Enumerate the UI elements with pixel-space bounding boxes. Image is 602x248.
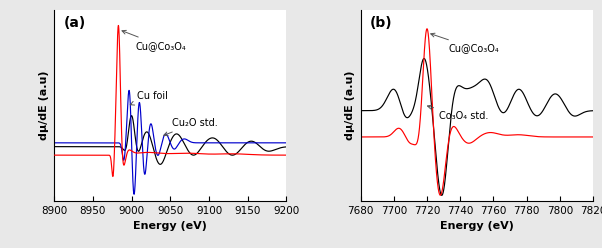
Y-axis label: dμ/dE (a.u): dμ/dE (a.u) — [345, 71, 355, 140]
Text: (b): (b) — [370, 16, 393, 30]
Text: Cu foil: Cu foil — [130, 91, 168, 105]
Y-axis label: dμ/dE (a.u): dμ/dE (a.u) — [39, 71, 49, 140]
Text: (a): (a) — [63, 16, 85, 30]
Text: Cu@Co₃O₄: Cu@Co₃O₄ — [431, 33, 500, 53]
X-axis label: Energy (eV): Energy (eV) — [134, 221, 207, 231]
Text: Cu@Co₃O₄: Cu@Co₃O₄ — [122, 30, 186, 51]
Text: Cu₂O std.: Cu₂O std. — [164, 118, 217, 136]
Text: Co₃O₄ std.: Co₃O₄ std. — [427, 105, 488, 121]
X-axis label: Energy (eV): Energy (eV) — [440, 221, 514, 231]
